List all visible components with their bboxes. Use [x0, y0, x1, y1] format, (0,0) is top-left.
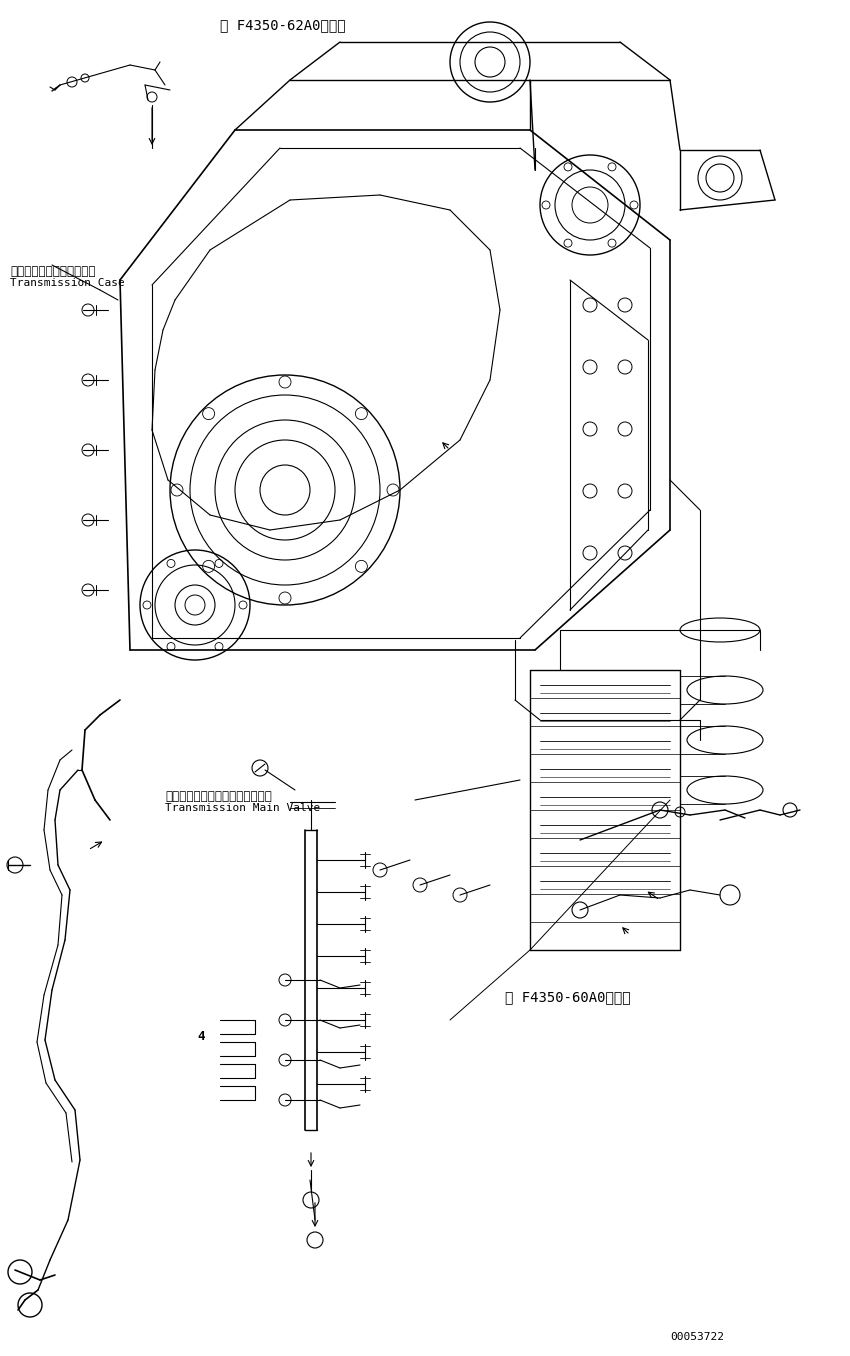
Text: 第 F4350-60A0図参照: 第 F4350-60A0図参照: [505, 990, 631, 1003]
Text: 4: 4: [197, 1031, 205, 1043]
Text: 00053722: 00053722: [670, 1332, 724, 1342]
Text: Transmission Case: Transmission Case: [10, 278, 125, 287]
Text: 第 F4350-62A0図参照: 第 F4350-62A0図参照: [220, 18, 346, 33]
Text: トランスミッションケース: トランスミッションケース: [10, 264, 95, 278]
Text: Transmission Main Valve: Transmission Main Valve: [165, 803, 320, 814]
Text: トランスミッションメインバルブ: トランスミッションメインバルブ: [165, 791, 272, 803]
